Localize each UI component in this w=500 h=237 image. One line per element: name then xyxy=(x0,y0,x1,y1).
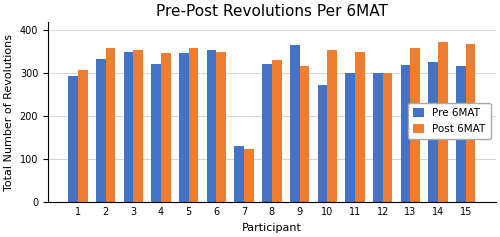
X-axis label: Participant: Participant xyxy=(242,223,302,233)
Y-axis label: Total Number of Revolutions: Total Number of Revolutions xyxy=(4,34,14,191)
Bar xyxy=(373,73,382,202)
Bar xyxy=(410,48,420,202)
Bar xyxy=(96,59,106,202)
Bar xyxy=(68,76,78,202)
Bar xyxy=(382,73,392,202)
Bar xyxy=(152,64,161,202)
Legend: Pre 6MAT, Post 6MAT: Pre 6MAT, Post 6MAT xyxy=(408,103,490,139)
Bar xyxy=(234,146,244,202)
Bar xyxy=(456,66,466,202)
Bar xyxy=(216,52,226,202)
Bar xyxy=(400,65,410,202)
Bar xyxy=(189,48,198,202)
Bar xyxy=(244,150,254,202)
Bar xyxy=(318,85,328,202)
Bar xyxy=(290,45,300,202)
Bar xyxy=(161,53,171,202)
Bar xyxy=(300,66,310,202)
Bar xyxy=(428,62,438,202)
Bar xyxy=(272,60,281,202)
Bar xyxy=(328,50,337,202)
Bar xyxy=(466,44,475,202)
Bar xyxy=(438,42,448,202)
Bar xyxy=(346,73,355,202)
Title: Pre-Post Revolutions Per 6MAT: Pre-Post Revolutions Per 6MAT xyxy=(156,4,388,19)
Bar xyxy=(78,70,88,202)
Bar xyxy=(106,48,116,202)
Bar xyxy=(262,64,272,202)
Bar xyxy=(124,52,134,202)
Bar xyxy=(355,52,364,202)
Bar xyxy=(207,50,216,202)
Bar xyxy=(179,53,189,202)
Bar xyxy=(134,50,143,202)
